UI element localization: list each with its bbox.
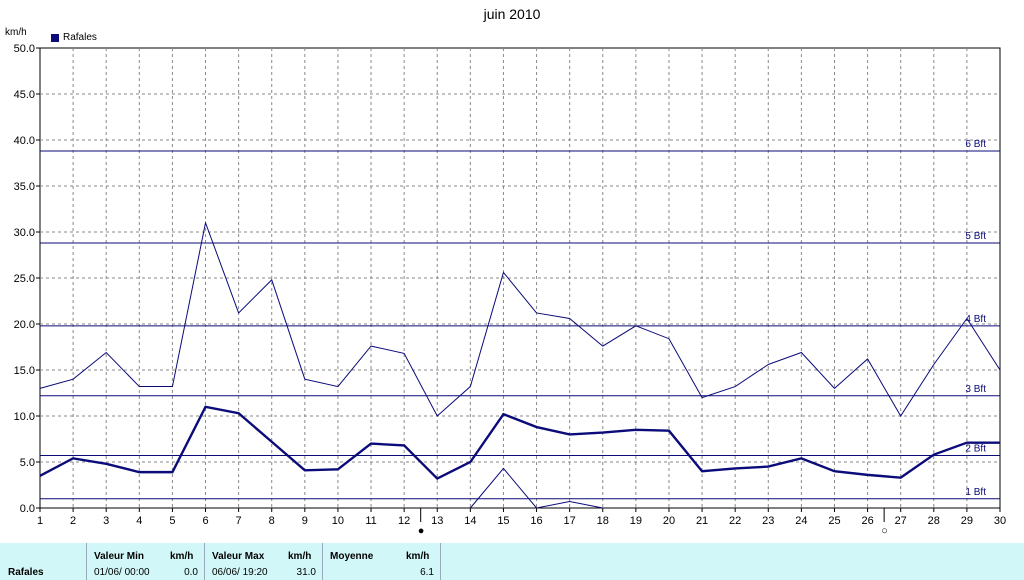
beaufort-label: 1 Bft [965, 487, 986, 498]
chart-plot: 1 2 3 4 5 6 7 8 9 10 11 12 13 14 15 16 17 18 19 20 21 22 23 24 2… [14, 43, 1007, 527]
y-tick-label: 30.0 [14, 227, 35, 239]
x-tick-label: 1 [37, 515, 43, 527]
new-moon-marker: ● [417, 525, 425, 537]
footer-max-header: Valeur Max [212, 551, 265, 562]
x-tick-label: 6 [202, 515, 208, 527]
x-tick-label: 17 [564, 515, 576, 527]
x-tick-label: 3 [103, 515, 109, 527]
beaufort-label: 4 Bft [965, 314, 986, 325]
footer-min-value: 0.0 [184, 567, 198, 578]
y-tick-label: 45.0 [14, 89, 35, 101]
y-tick-label: 35.0 [14, 181, 35, 193]
x-tick-label: 7 [236, 515, 242, 527]
x-tick-label: 21 [696, 515, 708, 527]
legend-label: Rafales [63, 32, 97, 43]
x-tick-label: 25 [828, 515, 840, 527]
legend-swatch [51, 33, 59, 42]
y-tick-label: 10.0 [14, 411, 35, 423]
y-tick-label: 40.0 [14, 135, 35, 147]
footer-row-label: Rafales [8, 567, 44, 578]
footer-min-date: 01/06/ 00:00 [94, 567, 150, 578]
y-axis-unit: km/h [5, 27, 27, 38]
x-tick-label: 14 [464, 515, 476, 527]
x-tick-label: 4 [136, 515, 142, 527]
footer-label-cell [0, 543, 87, 580]
x-tick-label: 29 [961, 515, 973, 527]
y-tick-label: 20.0 [14, 319, 35, 331]
footer-max-value: 31.0 [296, 567, 316, 578]
series-line-moyenne [39, 405, 1000, 481]
x-tick-label: 16 [530, 515, 542, 527]
x-tick-label: 26 [861, 515, 873, 527]
x-tick-label: 9 [302, 515, 308, 527]
footer-max-cell [204, 543, 323, 580]
series-line-max [39, 220, 1001, 417]
x-tick-label: 24 [795, 515, 807, 527]
x-tick-label: 20 [663, 515, 675, 527]
x-tick-label: 18 [597, 515, 609, 527]
x-tick-label: 28 [928, 515, 940, 527]
x-tick-label: 30 [994, 515, 1006, 527]
full-moon-marker: ○ [881, 525, 888, 537]
y-tick-label: 25.0 [14, 273, 35, 285]
x-tick-label: 27 [895, 515, 907, 527]
footer-avg-unit: km/h [406, 551, 430, 562]
beaufort-label: 5 Bft [965, 231, 986, 242]
footer-max-date: 06/06/ 19:20 [212, 567, 268, 578]
x-tick-label: 2 [70, 515, 76, 527]
x-tick-label: 19 [630, 515, 642, 527]
x-tick-label: 5 [169, 515, 175, 527]
x-tick-label: 8 [269, 515, 275, 527]
x-tick-label: 23 [762, 515, 774, 527]
beaufort-label: 3 Bft [965, 384, 986, 395]
beaufort-label: 2 Bft [965, 444, 986, 455]
footer-max-unit: km/h [288, 551, 312, 562]
footer-avg-value: 6.1 [420, 567, 434, 578]
y-tick-label: 50.0 [14, 43, 35, 55]
footer-min-unit: km/h [170, 551, 194, 562]
footer-avg-header: Moyenne [330, 551, 374, 562]
y-tick-label: 15.0 [14, 365, 35, 377]
footer-min-cell [86, 543, 205, 580]
beaufort-label: 6 Bft [965, 139, 986, 150]
x-tick-label: 12 [398, 515, 410, 527]
x-tick-label: 10 [332, 515, 344, 527]
x-tick-label: 13 [431, 515, 443, 527]
x-tick-label: 11 [365, 515, 376, 527]
y-tick-label: 5.0 [20, 457, 35, 469]
chart-title: juin 2010 [483, 6, 541, 22]
x-tick-label: 22 [729, 515, 741, 527]
x-tick-label: 15 [497, 515, 509, 527]
y-tick-label: 0.0 [20, 503, 35, 515]
series-line-min [469, 467, 603, 509]
footer-min-header: Valeur Min [94, 551, 145, 562]
footer-avg-cell [322, 543, 441, 580]
stats-footer: Rafales Valeur Min km/h 01/06/ 00:00 0.0… [0, 543, 1024, 580]
legend: Rafales [51, 32, 97, 43]
